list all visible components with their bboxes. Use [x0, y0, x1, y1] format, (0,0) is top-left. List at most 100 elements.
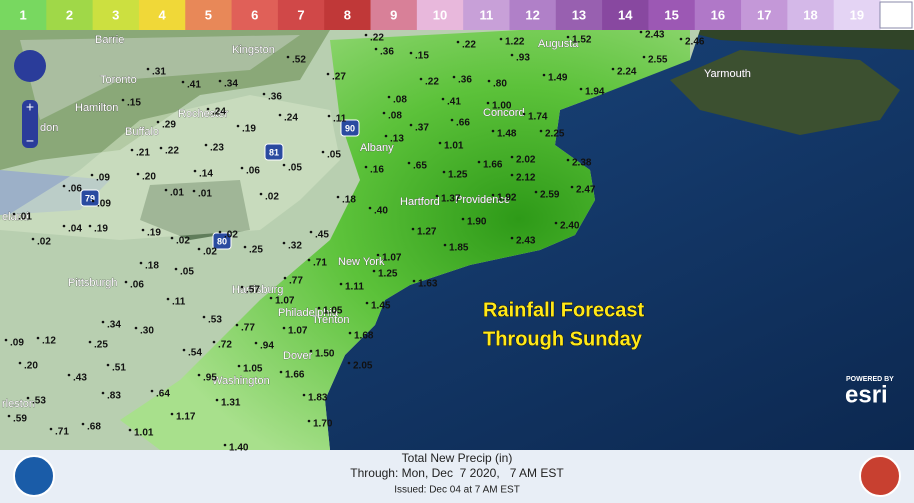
station-dot [136, 172, 140, 176]
station-dot [321, 150, 325, 154]
rainfall-label: .36 [458, 75, 472, 86]
station-dot [374, 47, 378, 51]
zoom-out[interactable]: − [26, 133, 34, 149]
rainfall-label: 1.22 [505, 37, 525, 48]
legend-label: 4 [158, 7, 166, 22]
rainfall-label: 1.01 [444, 141, 464, 152]
zoom-in[interactable]: + [26, 99, 34, 115]
zoom-control[interactable] [22, 100, 38, 148]
pan-control[interactable] [14, 50, 46, 82]
rainfall-label: .05 [180, 267, 194, 278]
legend-swatch [602, 0, 649, 30]
rainfall-label: .41 [187, 80, 201, 91]
station-dot [639, 30, 643, 34]
rainfall-label: 1.17 [176, 412, 196, 423]
station-dot [121, 98, 125, 102]
station-dot [376, 253, 380, 257]
rainfall-label: .02 [265, 192, 279, 203]
station-dot [326, 72, 330, 76]
rainfall-label: 1.40 [229, 443, 249, 454]
station-dot [269, 296, 273, 300]
footer [0, 450, 914, 503]
rainfall-label: .80 [493, 79, 507, 90]
nav-control[interactable]: + − [14, 50, 46, 149]
rainfall-label: .51 [112, 363, 126, 374]
station-dot [443, 243, 447, 247]
station-dot [336, 195, 340, 199]
rainfall-label: .25 [249, 245, 263, 256]
rainfall-label: 2.46 [685, 37, 705, 48]
station-dot [235, 323, 239, 327]
legend-swatch [787, 0, 835, 30]
rainfall-label: .71 [55, 427, 69, 438]
station-dot [62, 224, 66, 228]
place-label: Dover [283, 350, 313, 362]
station-dot [499, 37, 503, 41]
rainfall-label: 1.37 [441, 194, 461, 205]
station-dot [124, 280, 128, 284]
station-dot [197, 247, 201, 251]
rainfall-label: .01 [198, 189, 212, 200]
rainfall-label: .29 [162, 120, 176, 131]
station-dot [88, 340, 92, 344]
place-label: Yarmouth [704, 68, 751, 80]
rainfall-label: 1.52 [572, 35, 592, 46]
legend-label: 11 [479, 7, 493, 22]
rainfall-label: 1.49 [548, 73, 568, 84]
rainfall-label: .65 [413, 161, 427, 172]
place-label: Pittsburgh [68, 277, 118, 289]
station-dot [212, 340, 216, 344]
rainfall-label: .37 [415, 123, 429, 134]
station-dot [309, 349, 313, 353]
legend-label: 19 [850, 7, 864, 22]
place-label: rleston [2, 398, 35, 410]
station-dot [283, 276, 287, 280]
rainfall-label: .54 [188, 348, 202, 359]
station-dot [368, 206, 372, 210]
station-dot [240, 285, 244, 289]
station-dot [26, 396, 30, 400]
nws-logo [859, 455, 901, 497]
overlay-subtitle: Through Sunday [483, 328, 643, 350]
rainfall-label: .22 [425, 77, 439, 88]
highway-label: 81 [269, 147, 279, 157]
station-dot [156, 120, 160, 124]
station-dot [307, 419, 311, 423]
station-dot [642, 55, 646, 59]
highway-shield [340, 119, 360, 137]
rainfall-label: .15 [415, 51, 429, 62]
station-dot [510, 236, 514, 240]
rainfall-label: .45 [315, 230, 329, 241]
station-dot [384, 134, 388, 138]
station-dot [566, 35, 570, 39]
station-dot [282, 241, 286, 245]
station-dot [372, 269, 376, 273]
station-dot [491, 129, 495, 133]
station-dot [62, 184, 66, 188]
rainfall-label: .22 [165, 146, 179, 157]
rainfall-label: .18 [145, 261, 159, 272]
rainfall-label: 1.00 [492, 101, 512, 112]
rainfall-label: 1.07 [275, 296, 295, 307]
station-dot [282, 326, 286, 330]
legend-label: 13 [572, 7, 586, 22]
station-dot [364, 33, 368, 37]
rainfall-label: .66 [456, 118, 470, 129]
rainfall-label: 2.47 [576, 185, 596, 196]
station-dot [67, 373, 71, 377]
station-dot [435, 194, 439, 198]
rainfall-label: .05 [327, 150, 341, 161]
rainfall-label: .22 [462, 40, 476, 51]
rainfall-label: .94 [260, 341, 274, 352]
legend-swatch [416, 0, 464, 30]
legend-label: 15 [664, 7, 678, 22]
rainfall-label: .02 [203, 247, 217, 258]
station-dot [106, 363, 110, 367]
place-label: Providence [455, 194, 510, 206]
rainfall-label: .34 [107, 320, 121, 331]
rainfall-label: .15 [127, 98, 141, 109]
station-dot [286, 55, 290, 59]
station-dot [279, 370, 283, 374]
rainfall-label: .31 [152, 67, 166, 78]
rainfall-label: .19 [242, 124, 256, 135]
